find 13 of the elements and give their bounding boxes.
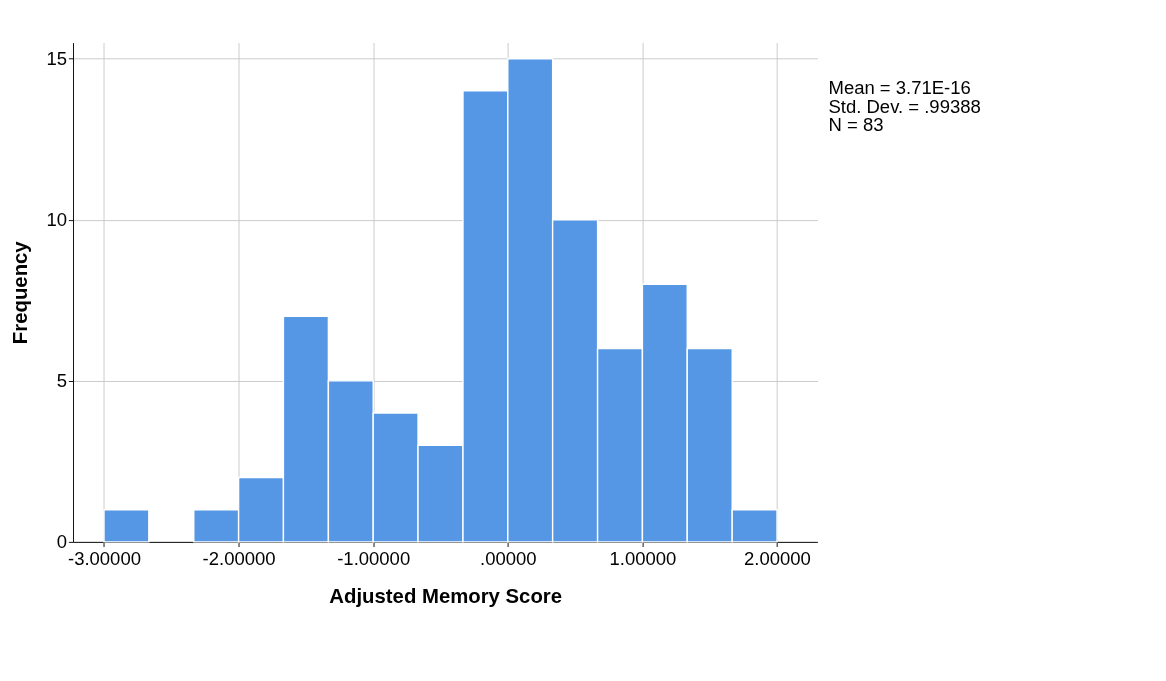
y-axis-title: Frequency bbox=[9, 240, 32, 345]
x-tick-label: -3.00000 bbox=[67, 548, 141, 570]
y-tick-label: 10 bbox=[46, 208, 68, 230]
text: N = 83 bbox=[828, 114, 884, 136]
x-tick-label: 2.00000 bbox=[744, 548, 811, 570]
x-tick-label: -2.00000 bbox=[202, 548, 276, 570]
y-tick-label: 15 bbox=[46, 47, 68, 69]
x-axis-title: Adjusted Memory Score bbox=[329, 585, 563, 608]
y-tick-label: 0 bbox=[56, 530, 68, 552]
y-tick-label: 5 bbox=[56, 369, 68, 391]
x-tick-label: -1.00000 bbox=[337, 548, 411, 570]
x-tick-label: .00000 bbox=[480, 548, 537, 570]
x-tick-label: 1.00000 bbox=[609, 548, 677, 570]
